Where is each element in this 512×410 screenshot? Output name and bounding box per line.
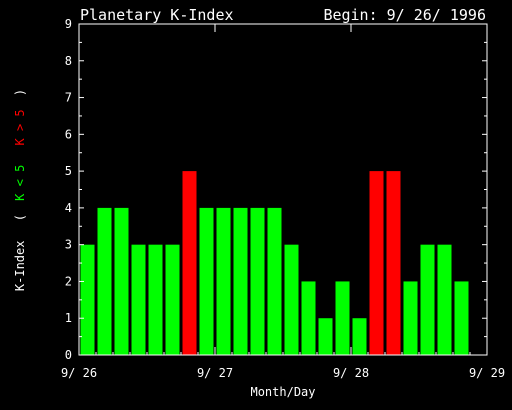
bar-4 — [148, 244, 163, 355]
bar-15 — [335, 281, 350, 355]
legend-low-label: K < 5 — [13, 165, 27, 201]
bar-5 — [165, 244, 180, 355]
bar-13 — [301, 281, 316, 355]
x-axis: 9/ 26 9/ 27 9/ 28 9/ 29 — [61, 24, 505, 380]
bar-8 — [216, 207, 231, 355]
bars-group — [80, 171, 469, 355]
y-axis-legend: K-Index ( K < 5 K > 5 ) — [13, 89, 27, 291]
x-tick-label-2: 9/ 28 — [333, 366, 369, 380]
bar-2 — [114, 207, 129, 355]
legend-high-label: K > 5 — [13, 109, 27, 145]
bar-19 — [403, 281, 418, 355]
svg-text:K-Index ( K < 5: K-Index ( K < 5 K > 5 ) — [13, 89, 27, 291]
bar-1 — [97, 207, 112, 355]
y-tick-label-7: 7 — [65, 91, 72, 105]
bar-14 — [318, 318, 333, 355]
bar-6 — [182, 171, 197, 355]
x-tick-label-3: 9/ 29 — [469, 366, 505, 380]
bar-12 — [284, 244, 299, 355]
bar-11 — [267, 207, 282, 355]
x-axis-label: Month/Day — [250, 385, 315, 399]
bar-21 — [437, 244, 452, 355]
bar-3 — [131, 244, 146, 355]
bar-18 — [386, 171, 401, 355]
bar-22 — [454, 281, 469, 355]
x-tick-label-0: 9/ 26 — [61, 366, 97, 380]
y-tick-label-3: 3 — [65, 238, 72, 252]
y-tick-label-2: 2 — [65, 274, 72, 288]
bar-7 — [199, 207, 214, 355]
chart-title: Planetary K-Index — [80, 6, 234, 24]
bar-16 — [352, 318, 367, 355]
bar-0 — [80, 244, 95, 355]
x-tick-label-1: 9/ 27 — [197, 366, 233, 380]
legend-close-paren: ) — [13, 89, 27, 96]
y-tick-label-5: 5 — [65, 164, 72, 178]
y-tick-label-0: 0 — [65, 348, 72, 362]
bar-20 — [420, 244, 435, 355]
y-tick-label-8: 8 — [65, 54, 72, 68]
legend-open-paren: ( — [13, 214, 27, 221]
y-axis: 0 1 2 3 4 5 6 7 8 9 — [65, 17, 487, 362]
begin-date-label: Begin: 9/ 26/ 1996 — [323, 6, 486, 24]
bar-9 — [233, 207, 248, 355]
y-axis-label: K-Index — [13, 241, 27, 292]
y-tick-label-6: 6 — [65, 127, 72, 141]
y-tick-label-4: 4 — [65, 201, 72, 215]
bar-17 — [369, 171, 384, 355]
bar-10 — [250, 207, 265, 355]
y-tick-label-9: 9 — [65, 17, 72, 31]
y-tick-label-1: 1 — [65, 311, 72, 325]
